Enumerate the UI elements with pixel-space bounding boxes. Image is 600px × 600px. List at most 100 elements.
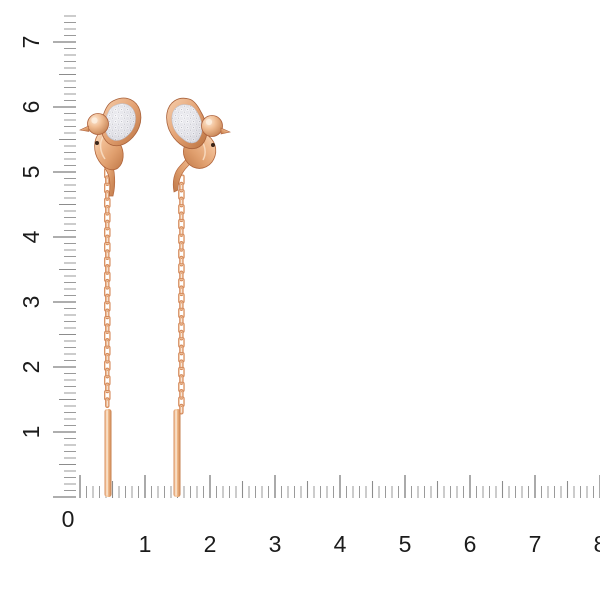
h-ruler-label-2: 2 bbox=[204, 531, 217, 557]
chain-link bbox=[178, 352, 185, 363]
v-ruler-label-3: 3 bbox=[18, 296, 44, 309]
chain-link-highlight bbox=[104, 213, 110, 222]
chain-link bbox=[178, 337, 185, 348]
left-bird-beak bbox=[79, 125, 90, 132]
horizontal-ruler bbox=[79, 475, 600, 498]
chain-link-highlight bbox=[179, 382, 184, 392]
chain-link-highlight bbox=[104, 361, 110, 370]
h-ruler-label-1: 1 bbox=[139, 531, 152, 557]
chain-link-highlight bbox=[104, 391, 110, 400]
chain-link-highlight bbox=[180, 212, 183, 222]
chain-link-highlight bbox=[179, 205, 184, 214]
left-bird-body-highlight bbox=[99, 136, 106, 160]
chain-link-highlight bbox=[179, 397, 184, 407]
chain-link-highlight bbox=[180, 227, 183, 236]
chain-link-highlight bbox=[106, 176, 109, 185]
chain-link bbox=[105, 175, 110, 187]
chain-link-highlight bbox=[179, 249, 184, 259]
left-earring-chain bbox=[104, 168, 111, 409]
chain-link bbox=[104, 330, 111, 342]
right-bar-highlight bbox=[175, 411, 177, 495]
chain-link-highlight bbox=[180, 242, 183, 251]
chain-link-highlight bbox=[179, 219, 184, 229]
chain-link-highlight bbox=[106, 294, 109, 304]
chain-link-highlight bbox=[106, 235, 109, 245]
chain-link bbox=[105, 308, 110, 320]
chain-link bbox=[105, 323, 110, 335]
chain-link-highlight bbox=[106, 398, 109, 407]
chain-link-highlight bbox=[179, 190, 184, 199]
chain-link-highlight bbox=[106, 265, 109, 274]
chain-link bbox=[178, 189, 185, 200]
right-bird-eye bbox=[211, 143, 215, 147]
chain-link bbox=[104, 242, 111, 253]
chain-link bbox=[105, 278, 110, 290]
chain-link-highlight bbox=[106, 220, 109, 230]
chain-link-highlight bbox=[179, 367, 184, 377]
chain-link bbox=[178, 218, 185, 230]
left-bird-head bbox=[87, 113, 109, 135]
chain-link bbox=[104, 301, 111, 312]
h-ruler-label-6: 6 bbox=[464, 531, 477, 557]
chain-link bbox=[179, 240, 184, 252]
chain-link-highlight bbox=[179, 353, 184, 362]
chain-link bbox=[104, 375, 111, 386]
left-bird-wing-sheen bbox=[105, 103, 136, 141]
chain-link bbox=[178, 233, 185, 245]
chain-link bbox=[178, 381, 185, 393]
chain-link bbox=[179, 403, 184, 415]
chain-link-highlight bbox=[106, 280, 109, 289]
chain-link bbox=[179, 374, 184, 385]
chain-link bbox=[179, 270, 184, 282]
chain-link bbox=[104, 345, 111, 357]
chain-link-highlight bbox=[179, 338, 184, 347]
chain-link-highlight bbox=[106, 368, 109, 378]
chain-link-highlight bbox=[180, 182, 183, 192]
chain-link bbox=[179, 314, 184, 326]
chain-link-highlight bbox=[106, 191, 109, 200]
chain-link-highlight bbox=[179, 279, 184, 288]
right-earring bbox=[166, 97, 231, 497]
chain-link bbox=[105, 338, 110, 349]
chain-link-highlight bbox=[179, 293, 184, 303]
vertical-ruler-labels: 1 2 3 4 5 6 7 bbox=[18, 36, 44, 439]
right-bird-head-highlight bbox=[205, 118, 213, 126]
chain-link-highlight bbox=[104, 198, 110, 208]
chain-link-highlight bbox=[104, 272, 110, 282]
chain-link-highlight bbox=[106, 206, 109, 215]
chain-link bbox=[105, 367, 110, 379]
h-ruler-label-8: 8 bbox=[594, 531, 600, 557]
v-ruler-label-6: 6 bbox=[18, 101, 44, 114]
chain-link-highlight bbox=[106, 250, 109, 259]
chain-link bbox=[104, 316, 111, 327]
h-ruler-label-7: 7 bbox=[529, 531, 542, 557]
chain-link bbox=[104, 197, 111, 209]
chain-link-highlight bbox=[104, 317, 110, 326]
chain-link bbox=[105, 219, 110, 231]
chain-link-highlight bbox=[180, 390, 183, 399]
left-bird-head-highlight bbox=[91, 117, 98, 124]
chain-link bbox=[105, 249, 110, 261]
right-bird-wing-sheen bbox=[171, 104, 203, 143]
chain-link-highlight bbox=[180, 345, 183, 355]
chain-link bbox=[179, 226, 184, 237]
chain-link-highlight bbox=[179, 323, 184, 333]
v-ruler-label-4: 4 bbox=[18, 230, 44, 243]
chain-link-highlight bbox=[106, 324, 109, 333]
chain-link bbox=[178, 322, 185, 333]
chain-link bbox=[178, 204, 185, 215]
chain-link bbox=[178, 396, 185, 407]
chain-link bbox=[104, 360, 111, 371]
right-earring-chain bbox=[178, 174, 185, 415]
chain-link bbox=[104, 227, 111, 238]
chain-link-highlight bbox=[104, 257, 110, 267]
chain-link-highlight bbox=[179, 264, 184, 273]
chain-link-highlight bbox=[104, 183, 110, 193]
chain-link bbox=[105, 352, 110, 364]
chain-link-highlight bbox=[180, 197, 183, 207]
chain-link bbox=[179, 344, 184, 356]
chain-link-highlight bbox=[106, 383, 109, 393]
